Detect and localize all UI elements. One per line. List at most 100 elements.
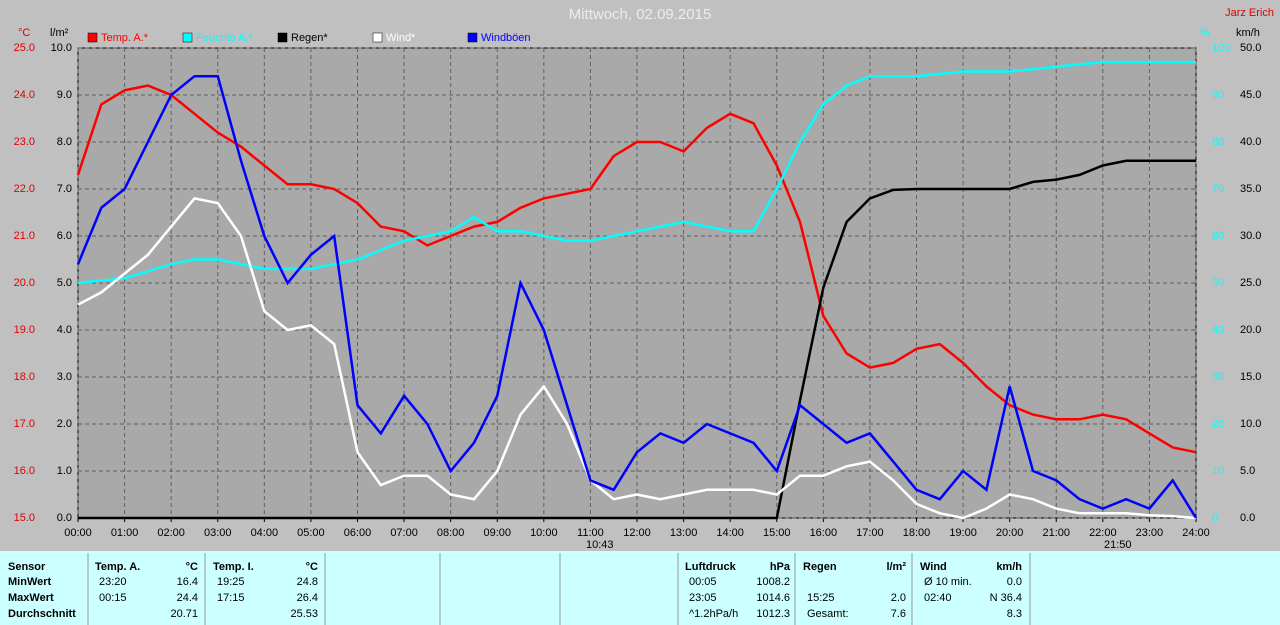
y4-tick-label: 25.0 — [1240, 277, 1261, 289]
y4-tick-label: 15.0 — [1240, 371, 1261, 383]
y2-tick-label: 7.0 — [57, 183, 72, 195]
y2-tick-label: 10.0 — [51, 42, 72, 54]
x-tick-label: 18:00 — [903, 527, 931, 539]
stats-time: 15:25 — [807, 592, 835, 604]
series-line — [76, 74, 1198, 519]
x-tick-label: 24:00 — [1182, 527, 1210, 539]
x-tick-label: 05:00 — [297, 527, 325, 539]
x-tick-label: 00:00 — [64, 527, 92, 539]
y4-tick-label: 0.0 — [1240, 512, 1255, 524]
legend-swatch — [372, 32, 383, 43]
legend-label: Wind* — [386, 32, 416, 44]
stats-value: 16.4 — [177, 576, 198, 588]
stats-title: Regen — [803, 561, 837, 573]
y3-tick-label: 90 — [1212, 89, 1224, 101]
x-tick-label: 16:00 — [810, 527, 838, 539]
y3-tick-label: 40 — [1212, 324, 1224, 336]
x-tick-label: 07:00 — [390, 527, 418, 539]
stats-value: 26.4 — [297, 592, 318, 604]
series-line — [78, 159, 1196, 520]
y2-tick-label: 1.0 — [57, 465, 72, 477]
stats-panel — [0, 551, 1280, 625]
x-tick-label: 17:00 — [856, 527, 884, 539]
y-tick-label: 25.0 — [14, 42, 35, 54]
stats-sensor: MinWert — [8, 576, 52, 588]
y4-tick-label: 40.0 — [1240, 136, 1261, 148]
y-tick-label: 19.0 — [14, 324, 35, 336]
stats-value: N 36.4 — [990, 592, 1022, 604]
stats-unit: km/h — [996, 561, 1022, 573]
y3-tick-label: 60 — [1212, 230, 1224, 242]
stats-time: 23:20 — [99, 576, 127, 588]
y3-tick-label: 50 — [1212, 277, 1224, 289]
stats-value: 1008.2 — [756, 576, 790, 588]
x-tick-label: 21:00 — [1042, 527, 1070, 539]
stats-value: 1012.3 — [756, 608, 790, 620]
y2-axis-label: l/m² — [50, 27, 69, 39]
sunset-marker: 21:50 — [1104, 539, 1132, 551]
y4-tick-label: 20.0 — [1240, 324, 1261, 336]
legend-label: Temp. A.* — [101, 32, 149, 44]
y3-tick-label: 100 — [1212, 42, 1230, 54]
y2-tick-label: 0.0 — [57, 512, 72, 524]
stats-title: Temp. I. — [213, 561, 254, 573]
stats-value: 0.0 — [1007, 576, 1022, 588]
stats-value: 1014.6 — [756, 592, 790, 604]
x-tick-label: 02:00 — [157, 527, 185, 539]
y4-tick-label: 35.0 — [1240, 183, 1261, 195]
stats-sensor: MaxWert — [8, 592, 54, 604]
legend-label: Regen* — [291, 32, 328, 44]
legend-swatch — [87, 32, 98, 43]
y2-tick-label: 6.0 — [57, 230, 72, 242]
x-tick-label: 01:00 — [111, 527, 139, 539]
author: Jarz Erich — [1225, 7, 1274, 19]
sunrise-marker: 10:43 — [586, 539, 614, 551]
x-tick-label: 20:00 — [996, 527, 1024, 539]
x-tick-label: 14:00 — [716, 527, 744, 539]
stats-title: Wind — [920, 561, 947, 573]
y2-tick-label: 5.0 — [57, 277, 72, 289]
series-line — [77, 60, 1196, 285]
y3-tick-label: 10 — [1212, 465, 1224, 477]
y3-tick-label: 20 — [1212, 418, 1224, 430]
stats-time: 23:05 — [689, 592, 717, 604]
stats-sensor: Durchschnitt — [8, 608, 76, 620]
y4-tick-label: 10.0 — [1240, 418, 1261, 430]
x-tick-label: 09:00 — [483, 527, 511, 539]
stats-value: 24.8 — [297, 576, 318, 588]
stats-unit: °C — [306, 561, 318, 573]
y-tick-label: 22.0 — [14, 183, 35, 195]
stats-value: 25.53 — [290, 608, 318, 620]
legend-swatch — [182, 32, 193, 43]
x-tick-label: 12:00 — [623, 527, 651, 539]
y3-tick-label: 70 — [1212, 183, 1224, 195]
x-tick-label: 03:00 — [204, 527, 232, 539]
y2-tick-label: 2.0 — [57, 418, 72, 430]
stats-value: 7.6 — [891, 608, 906, 620]
stats-time: 17:15 — [217, 592, 245, 604]
stats-time: 00:15 — [99, 592, 127, 604]
y4-tick-label: 30.0 — [1240, 230, 1261, 242]
stats-time: Gesamt: — [807, 608, 849, 620]
x-tick-label: 19:00 — [949, 527, 977, 539]
y-tick-label: 16.0 — [14, 465, 35, 477]
x-tick-label: 15:00 — [763, 527, 791, 539]
stats-value: 8.3 — [1007, 608, 1022, 620]
y4-tick-label: 45.0 — [1240, 89, 1261, 101]
stats-time: Ø 10 min. — [924, 576, 972, 588]
stats-unit: l/m² — [886, 561, 906, 573]
stats-value: 24.4 — [177, 592, 198, 604]
y4-tick-label: 50.0 — [1240, 42, 1261, 54]
stats-title: Temp. A. — [95, 561, 140, 573]
y-tick-label: 20.0 — [14, 277, 35, 289]
y4-tick-label: 5.0 — [1240, 465, 1255, 477]
y-tick-label: 18.0 — [14, 371, 35, 383]
y-tick-label: 15.0 — [14, 512, 35, 524]
y2-tick-label: 4.0 — [57, 324, 72, 336]
series-line — [77, 197, 1197, 520]
x-tick-label: 22:00 — [1089, 527, 1117, 539]
stats-time: 19:25 — [217, 576, 245, 588]
series-line — [76, 84, 1197, 454]
x-tick-label: 08:00 — [437, 527, 465, 539]
